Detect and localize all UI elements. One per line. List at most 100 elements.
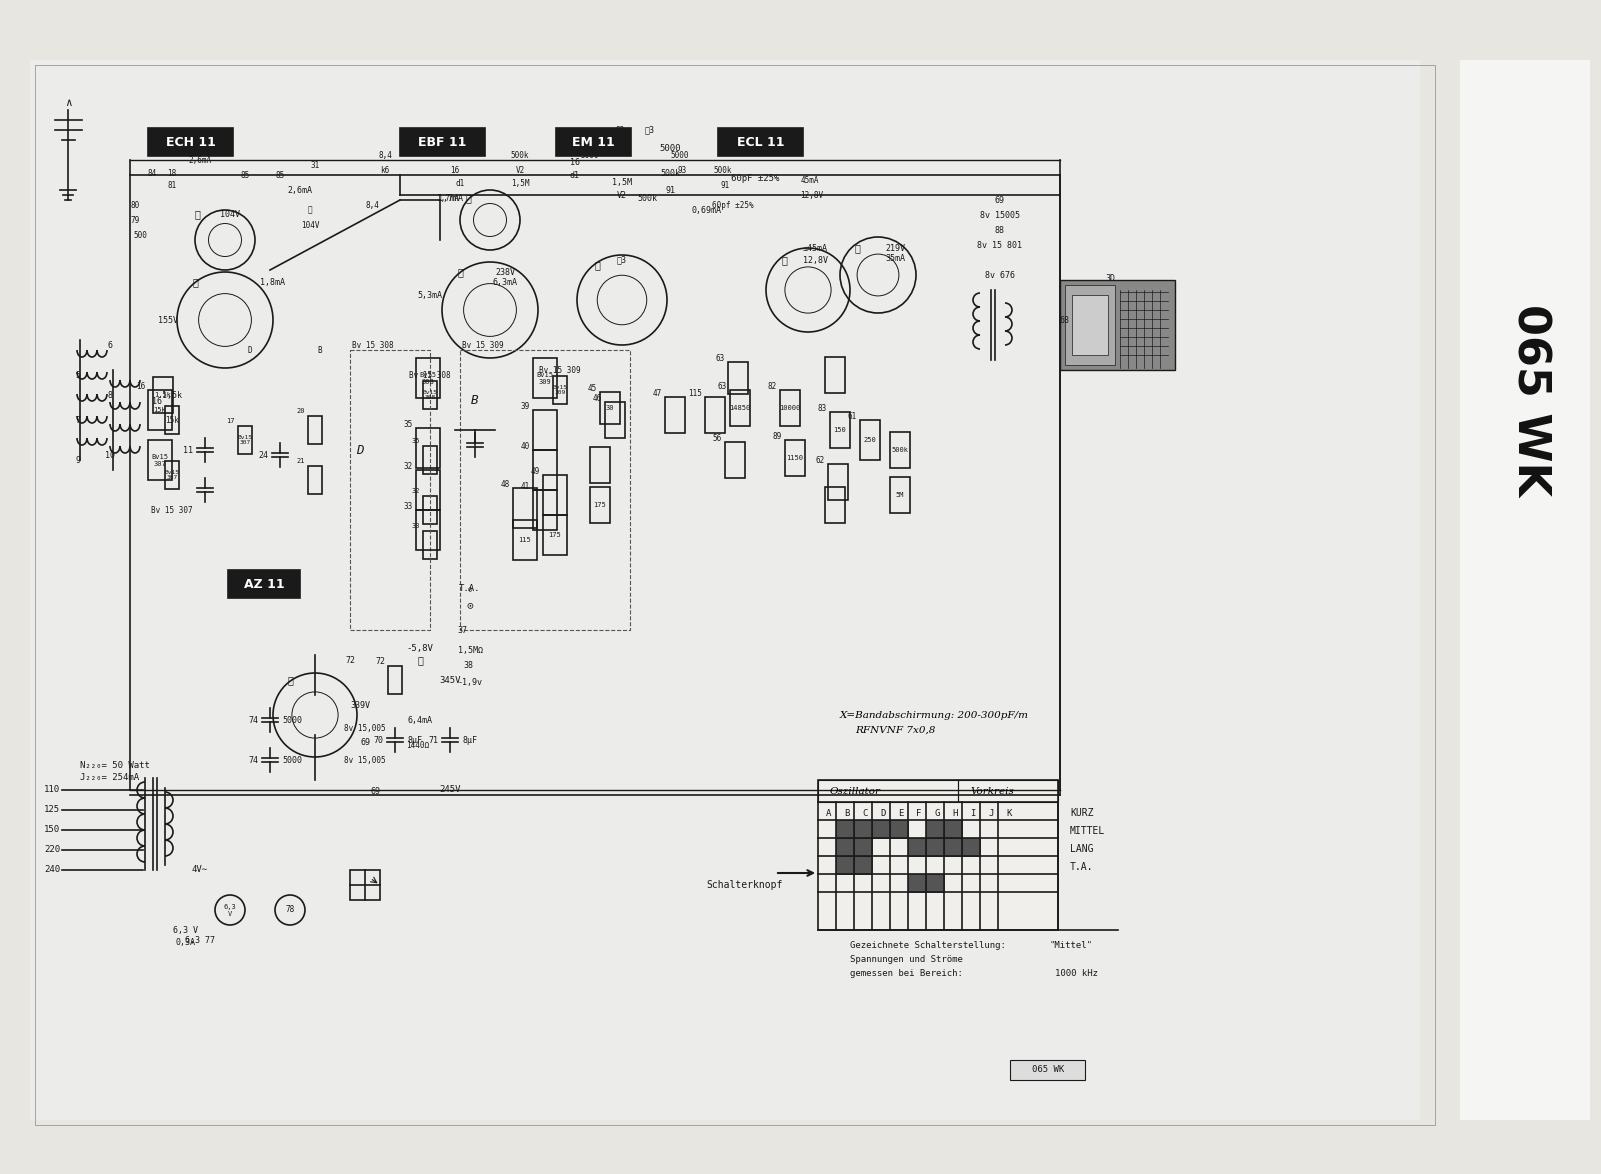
Text: 91: 91 (664, 185, 676, 195)
Bar (828, 464, 849, 500)
Text: 5: 5 (75, 371, 80, 379)
Text: 20: 20 (296, 409, 306, 414)
Bar (925, 819, 945, 838)
Text: D: D (881, 809, 885, 817)
Text: 250: 250 (863, 437, 876, 443)
Text: EBF 11: EBF 11 (418, 135, 466, 148)
Text: 30: 30 (605, 405, 615, 411)
Bar (556, 128, 631, 156)
Text: 56: 56 (712, 433, 722, 443)
Text: EM 11: EM 11 (572, 135, 615, 148)
Text: d1: d1 (570, 170, 580, 180)
Text: 63: 63 (716, 353, 725, 363)
Text: 10000: 10000 (780, 405, 800, 411)
Bar (962, 838, 980, 856)
Text: 8,4: 8,4 (378, 150, 392, 160)
Bar (387, 666, 402, 694)
Bar (836, 856, 853, 873)
Text: ②: ② (594, 259, 600, 270)
Bar (227, 571, 299, 598)
Bar (165, 406, 179, 434)
Text: ⑧: ⑧ (287, 675, 293, 684)
Bar (543, 515, 567, 555)
Bar (423, 531, 437, 559)
Text: 8: 8 (107, 391, 112, 399)
Bar (147, 128, 234, 156)
Text: Bv15
309: Bv15 309 (552, 385, 567, 396)
Text: 74: 74 (248, 715, 258, 724)
Text: -1,9v: -1,9v (458, 677, 484, 687)
Text: 6,3 V: 6,3 V (173, 925, 197, 935)
Text: H: H (953, 809, 957, 817)
Bar (836, 838, 853, 856)
Text: 93: 93 (677, 166, 687, 175)
Text: Bv 15 308: Bv 15 308 (410, 371, 451, 379)
Text: 45: 45 (588, 384, 597, 392)
Text: T.A.: T.A. (459, 583, 480, 593)
Text: 339V: 339V (351, 701, 370, 709)
Text: 33: 33 (403, 501, 413, 511)
Text: C: C (863, 809, 868, 817)
Bar (925, 873, 945, 892)
Bar (416, 429, 440, 468)
Text: 3D: 3D (1105, 274, 1114, 283)
Text: 47: 47 (653, 389, 661, 398)
Text: 1,7mA: 1,7mA (437, 194, 463, 202)
Text: 1,7mA: 1,7mA (437, 194, 459, 202)
Bar (780, 390, 800, 426)
Text: 500: 500 (133, 230, 147, 239)
Text: 40: 40 (520, 441, 530, 451)
Text: 38: 38 (463, 661, 472, 669)
Text: 9: 9 (75, 456, 80, 465)
Text: 80: 80 (130, 201, 139, 209)
Text: 15k: 15k (165, 416, 179, 425)
Text: 46: 46 (592, 393, 602, 403)
Text: 125: 125 (43, 805, 59, 815)
Text: 0,3A: 0,3A (175, 938, 195, 946)
Text: 69: 69 (994, 196, 1005, 204)
Bar (925, 838, 945, 856)
Bar (533, 410, 557, 450)
Text: 68: 68 (1060, 316, 1069, 324)
Text: 5000: 5000 (282, 715, 303, 724)
Text: ⑤: ⑤ (456, 266, 463, 277)
Text: Bv 15 309: Bv 15 309 (463, 340, 504, 350)
Bar (818, 780, 957, 802)
Text: 500k: 500k (714, 166, 732, 175)
Text: 85: 85 (275, 170, 285, 180)
Text: 93: 93 (615, 126, 624, 135)
Bar (908, 873, 925, 892)
Text: 17: 17 (226, 418, 235, 424)
Bar (591, 447, 610, 483)
Text: 115: 115 (519, 537, 532, 544)
Text: 7: 7 (75, 416, 80, 425)
Bar (351, 870, 379, 900)
Text: I: I (970, 809, 975, 817)
Bar (836, 819, 853, 838)
Text: 72: 72 (375, 656, 384, 666)
Text: 6,3 77: 6,3 77 (186, 936, 215, 945)
Text: V2: V2 (516, 166, 525, 175)
Text: 175: 175 (549, 532, 562, 538)
Text: 500k: 500k (892, 447, 908, 453)
Text: 69: 69 (370, 788, 379, 796)
Text: 37: 37 (456, 626, 467, 634)
Text: -5,8V: -5,8V (407, 643, 434, 653)
Text: KURZ: KURZ (1069, 808, 1093, 818)
Text: 39: 39 (520, 402, 530, 411)
Text: 6,3mA: 6,3mA (493, 277, 517, 286)
Bar (853, 856, 873, 873)
Text: E: E (898, 809, 903, 817)
Text: 1,5k: 1,5k (155, 392, 171, 398)
Text: ⊙: ⊙ (466, 600, 474, 610)
Text: 1,5M: 1,5M (612, 177, 632, 187)
Bar (154, 377, 173, 413)
Text: ≤45mA: ≤45mA (802, 243, 828, 252)
Text: "Mittel": "Mittel" (1050, 940, 1093, 950)
Text: 18: 18 (168, 169, 176, 177)
Text: k6: k6 (381, 166, 389, 175)
Text: 16: 16 (450, 166, 459, 175)
Text: A: A (826, 809, 831, 817)
Text: Bv15
309: Bv15 309 (536, 371, 554, 385)
Bar (512, 488, 536, 528)
